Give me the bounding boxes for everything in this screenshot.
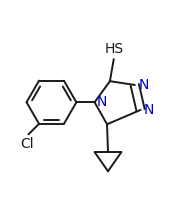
Text: N: N (144, 103, 154, 117)
Text: N: N (96, 95, 107, 109)
Text: N: N (138, 78, 149, 92)
Text: Cl: Cl (21, 137, 34, 151)
Text: HS: HS (104, 42, 123, 56)
